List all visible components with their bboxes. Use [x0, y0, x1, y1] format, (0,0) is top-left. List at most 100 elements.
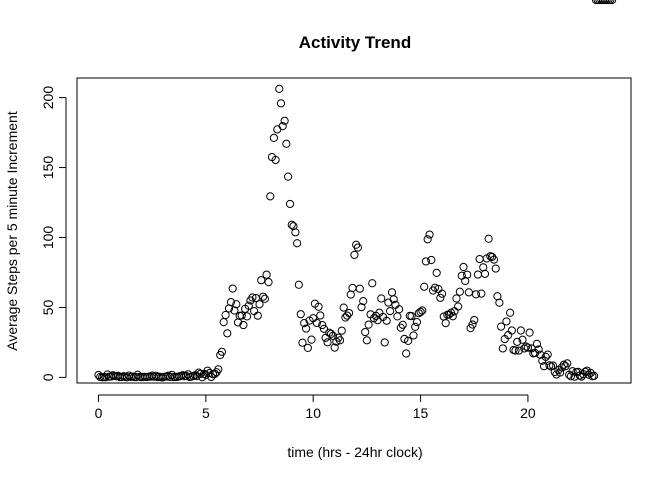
data-point [293, 239, 302, 248]
data-point [491, 264, 500, 273]
y-tick-label: 100 [40, 226, 56, 250]
data-point [214, 365, 223, 374]
data-point [389, 295, 398, 304]
data-point [350, 250, 359, 259]
data-point [502, 317, 511, 326]
data-point [473, 270, 482, 279]
x-axis-label: time (hrs - 24hr clock) [287, 444, 422, 460]
data-points [94, 0, 617, 382]
data-point [332, 337, 341, 346]
data-point [589, 371, 599, 380]
data-point [464, 288, 473, 297]
data-point [420, 282, 429, 291]
data-point [452, 294, 461, 303]
x-tick-label: 0 [95, 405, 103, 421]
data-point [454, 302, 463, 311]
data-point [344, 308, 354, 318]
data-point [423, 235, 432, 244]
data-point [346, 290, 355, 299]
data-point [496, 322, 506, 331]
data-point [282, 139, 291, 148]
chart-title: Activity Trend [299, 33, 411, 52]
data-point [266, 192, 275, 201]
data-point [416, 307, 425, 317]
data-point [348, 283, 357, 293]
data-point [513, 337, 522, 346]
y-tick-label: 0 [40, 373, 56, 381]
data-point [255, 300, 264, 309]
data-point [300, 319, 309, 328]
data-point [294, 280, 303, 289]
data-point [514, 346, 524, 355]
data-point [343, 311, 352, 320]
data-point [556, 368, 565, 377]
data-point [312, 318, 321, 328]
data-point [495, 298, 504, 307]
data-point [412, 318, 422, 327]
data-point [276, 99, 286, 108]
data-point [257, 276, 266, 285]
data-point [393, 312, 402, 321]
data-point [303, 343, 312, 352]
data-point [382, 316, 391, 325]
data-point [559, 360, 568, 369]
data-point [217, 347, 227, 356]
data-point [237, 311, 246, 320]
data-point [489, 255, 499, 264]
data-point [239, 320, 248, 330]
data-point [394, 305, 404, 314]
data-point [463, 270, 472, 279]
data-point [323, 338, 332, 347]
data-point [525, 328, 534, 337]
data-point [404, 336, 413, 345]
data-point [341, 313, 350, 322]
data-point [437, 289, 447, 298]
x-tick-label: 15 [413, 405, 429, 421]
data-point [566, 372, 575, 381]
data-point [326, 329, 336, 338]
data-point [532, 339, 542, 348]
data-point [219, 318, 228, 327]
data-point [302, 324, 311, 333]
data-point [250, 306, 259, 316]
data-point [387, 288, 397, 297]
data-point [264, 278, 273, 287]
data-point [568, 367, 577, 376]
plot-frame [76, 77, 632, 384]
data-point [271, 155, 280, 165]
data-point [448, 312, 457, 321]
y-axis-label: Average Steps per 5 minute Increment [4, 111, 20, 351]
data-point [318, 320, 327, 330]
data-point [541, 352, 550, 361]
data-point [398, 320, 407, 329]
data-point [584, 370, 593, 379]
data-point [534, 345, 543, 354]
data-point [280, 116, 289, 125]
data-point [475, 254, 484, 264]
data-point [477, 289, 486, 298]
x-axis: 0 5 10 15 20 [95, 394, 536, 421]
data-point [232, 300, 241, 309]
data-point [262, 270, 271, 279]
data-point [298, 338, 307, 347]
data-point [380, 338, 389, 347]
x-tick-label: 5 [202, 405, 210, 421]
data-point [275, 84, 284, 94]
data-point [253, 311, 262, 320]
data-point [228, 284, 237, 293]
data-point [425, 230, 434, 239]
data-point [377, 294, 386, 303]
data-point [407, 312, 416, 321]
data-point [484, 234, 493, 243]
data-point [339, 303, 348, 312]
data-point [487, 252, 497, 262]
data-point [545, 361, 554, 370]
data-point [291, 228, 300, 237]
y-tick-label: 50 [40, 299, 56, 315]
data-point [226, 298, 236, 307]
data-point [319, 324, 329, 333]
data-point [479, 263, 488, 272]
data-point [436, 293, 445, 302]
data-point [432, 268, 441, 277]
data-point [357, 303, 366, 312]
